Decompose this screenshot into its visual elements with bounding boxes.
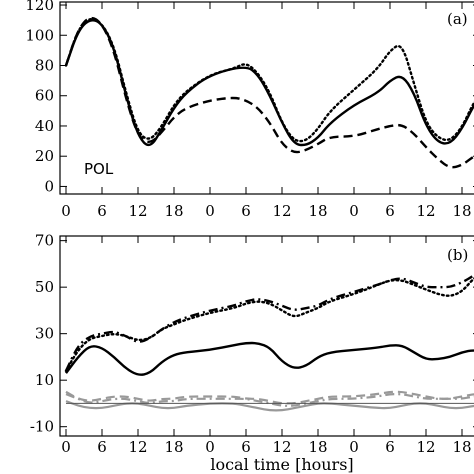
- panel-b-series-line: [65, 390, 474, 405]
- panel-a-series-line: [64, 16, 474, 169]
- panel-b-x-tick-label: 6: [385, 438, 395, 456]
- panel-a-x-tick-label: 18: [308, 202, 327, 220]
- panel-a-x-tick-label: 0: [349, 202, 359, 220]
- panel-a-frame: [59, 1, 474, 195]
- panel-b-series-line: [64, 277, 474, 373]
- panel-a-y-tick-label: 0: [44, 177, 54, 195]
- panel-b-y-tick-label: 70: [35, 232, 54, 250]
- panel-a-y-tick-label: 20: [35, 147, 54, 165]
- panel-b-series-line: [65, 392, 474, 407]
- panel-b-series-line: [65, 341, 474, 376]
- panel-b-y-tick-label: 30: [35, 325, 54, 343]
- panel-a-x-tick-label: 6: [97, 202, 107, 220]
- panel-b-label: (b): [447, 246, 468, 264]
- x-axis-label: local time [hours]: [210, 455, 353, 474]
- panel-b-x-tick-label: 0: [61, 438, 71, 456]
- panel-a-x-tick-label: 18: [164, 202, 183, 220]
- panel-a-annotation: POL: [84, 160, 114, 178]
- panel-b-x-tick-label: 6: [241, 438, 251, 456]
- panel-b-y-tick-label: -10: [30, 418, 54, 436]
- panel-b-y-tick-label: 10: [35, 371, 54, 389]
- panel-b-x-tick-label: 0: [205, 438, 215, 456]
- panel-a-y-tick-label: 80: [35, 56, 54, 74]
- panel-a-y-tick-label: 40: [35, 117, 54, 135]
- panel-a-series: [64, 16, 474, 169]
- panel-a-x-tick-label: 6: [385, 202, 395, 220]
- panel-a-label: (a): [447, 10, 468, 28]
- panel-a-x-tick-label: 0: [61, 202, 71, 220]
- panel-b-x-tick-label: 12: [272, 438, 291, 456]
- panel-b: -10 10 30 50 70 0 6 12 18 0 6 12 18 0 6 12 18 (b): [30, 232, 474, 456]
- panel-b-x-tick-label: 18: [164, 438, 183, 456]
- panel-b-frame: [59, 235, 474, 437]
- panel-a-x-tick-label: 12: [272, 202, 291, 220]
- panel-a-y-tick-label: 120: [25, 0, 54, 14]
- panel-a-x-tick-label: 12: [128, 202, 147, 220]
- panel-b-x-tick-label: 18: [452, 438, 471, 456]
- panel-b-x-tick-label: 12: [128, 438, 147, 456]
- panel-a: 0 20 40 60 80 100 120 0 6 12 18 0 6 12 18 0 6 12 18 (a) PO…: [25, 0, 474, 220]
- panel-b-series-line: [64, 273, 474, 372]
- panel-a-axes: 0 20 40 60 80 100 120 0 6 12 18 0 6 12 18 0 6 12 18: [25, 0, 474, 220]
- panel-a-x-tick-label: 18: [452, 202, 471, 220]
- panel-a-x-tick-label: 6: [241, 202, 251, 220]
- panel-b-x-tick-label: 6: [97, 438, 107, 456]
- panel-b-y-tick-label: 50: [35, 278, 54, 296]
- panel-a-x-tick-label: 12: [416, 202, 435, 220]
- panel-b-axes: -10 10 30 50 70 0 6 12 18 0 6 12 18 0 6 12 18: [30, 232, 474, 456]
- panel-a-series-line: [64, 17, 474, 143]
- panel-b-x-tick-label: 18: [308, 438, 327, 456]
- panel-a-y-tick-label: 100: [25, 26, 54, 44]
- panel-b-x-tick-label: 0: [349, 438, 359, 456]
- panel-b-x-tick-label: 12: [416, 438, 435, 456]
- panel-b-series-line: [65, 400, 474, 412]
- panel-a-x-tick-label: 0: [205, 202, 215, 220]
- panel-b-series: [64, 273, 474, 412]
- panel-a-y-tick-label: 60: [35, 87, 54, 105]
